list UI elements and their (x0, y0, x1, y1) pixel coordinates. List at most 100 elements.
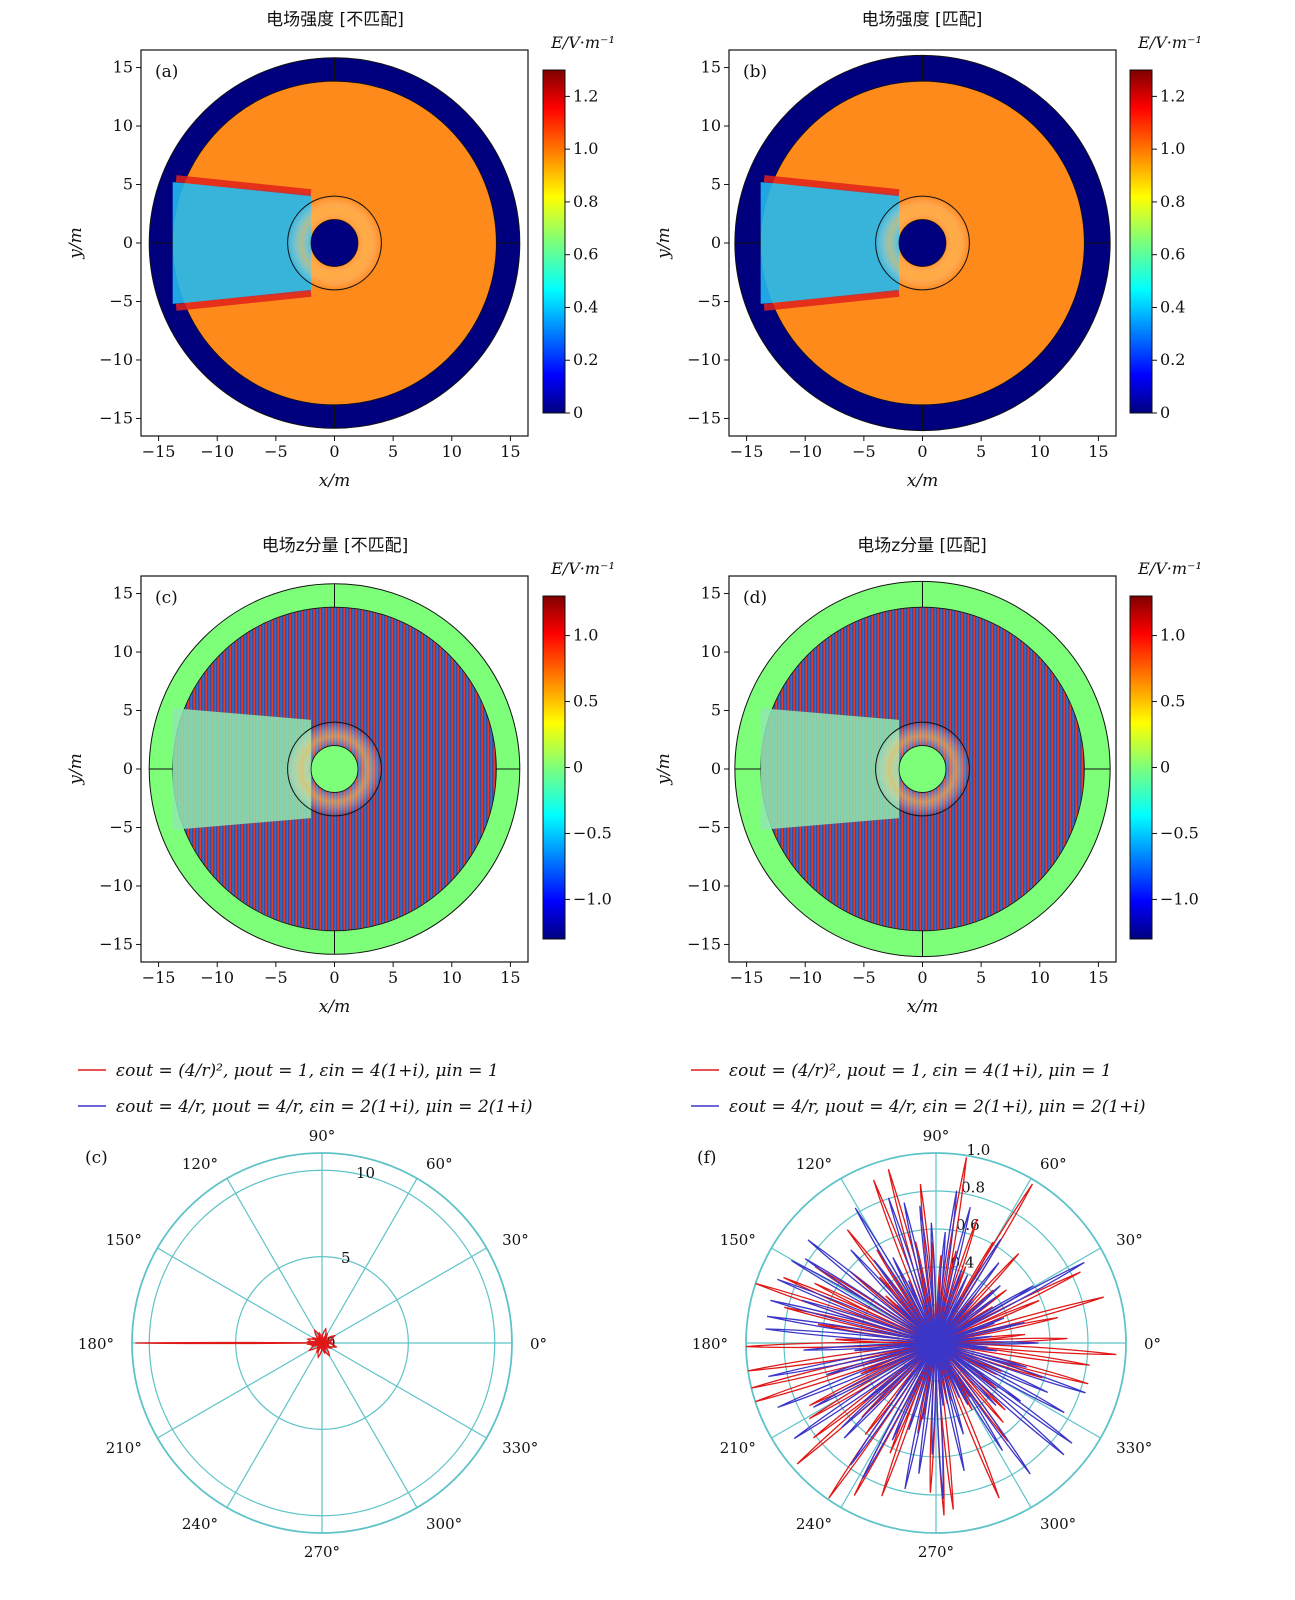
x-tick-label: 0 (917, 442, 927, 461)
lobe-red (935, 1271, 1081, 1344)
x-axis-label: x/m (907, 471, 938, 491)
lobe-blue (918, 1342, 937, 1474)
angle-label: 120° (182, 1155, 218, 1173)
lobe-red (876, 1249, 937, 1344)
lobe-blue (935, 1285, 1034, 1344)
lobe-blue (935, 1274, 969, 1344)
x-tick-label: −15 (730, 442, 764, 461)
lobe-blue (935, 1342, 1049, 1394)
panel-title: 电场z分量 [不匹配] (262, 536, 409, 556)
angle-label: 90° (309, 1127, 336, 1145)
lobe-blue (935, 1238, 1002, 1344)
y-tick-label: 10 (113, 642, 133, 661)
lobe-blue (765, 1328, 937, 1344)
lobe-red (809, 1342, 937, 1407)
x-tick-label: 15 (500, 968, 520, 987)
lobe-blue (777, 1342, 937, 1409)
colorbar-tick-label: 1.0 (573, 139, 598, 158)
colorbar-tick-label: 0 (573, 403, 583, 422)
x-tick-label: −10 (200, 442, 234, 461)
y-tick-label: 0 (123, 233, 133, 252)
x-tick-label: 5 (976, 442, 986, 461)
y-tick-label: −10 (99, 876, 133, 895)
angle-label: 210° (720, 1439, 756, 1457)
legend-entry: εout = (4/r)², μout = 1, εin = 4(1+i), μ… (729, 1061, 1112, 1081)
cloak-core (310, 219, 359, 267)
lobe-blue (935, 1342, 1065, 1414)
colorbar-tick-label: −0.5 (1160, 823, 1199, 842)
x-axis-label: x/m (319, 997, 350, 1017)
lobe-blue (935, 1342, 1022, 1402)
lobe-blue (854, 1342, 937, 1352)
x-tick-label: 5 (388, 442, 398, 461)
y-tick-label: 15 (701, 584, 721, 603)
lobe-blue (903, 1202, 937, 1344)
angle-label: 30° (502, 1231, 529, 1249)
colorbar-tick-label: 0.6 (1160, 245, 1185, 264)
lobe-blue (935, 1342, 1086, 1394)
angle-label: 120° (796, 1155, 832, 1173)
lobe-blue (807, 1239, 937, 1344)
lobe-blue (935, 1342, 1065, 1456)
angle-label: 150° (106, 1231, 142, 1249)
colorbar-tick-label: −0.5 (573, 823, 612, 842)
colorbar (542, 69, 566, 414)
angle-spoke (157, 1247, 323, 1344)
lobe-red (135, 1341, 323, 1345)
y-tick-label: 10 (701, 642, 721, 661)
colorbar-label: E/V·m⁻¹ (1137, 559, 1202, 578)
legend: εout = (4/r)², μout = 1, εin = 4(1+i), μ… (78, 1061, 1146, 1117)
x-tick-label: 10 (442, 968, 462, 987)
colorbar-tick-label: 0 (573, 758, 583, 777)
polar-plots: (c) 0° 30° 60° 90° 120° 150° 180° 210° 240° 270° 30… (78, 1127, 1161, 1561)
cloak-core (310, 745, 359, 793)
colorbar-tick-label: 0.4 (573, 297, 598, 316)
r-tick-label: 0.8 (961, 1178, 985, 1196)
angle-label: 180° (78, 1335, 114, 1353)
lobe-blue (770, 1299, 937, 1344)
panel-label: (b) (743, 62, 767, 82)
y-tick-label: −10 (687, 876, 721, 895)
colorbar-tick-label: 0 (1160, 758, 1170, 777)
lobe-blue (849, 1342, 937, 1466)
colorbar-tick-label: 0.5 (573, 692, 598, 711)
y-tick-label: 15 (113, 58, 133, 77)
y-tick-label: 5 (123, 175, 133, 194)
lobe-red (321, 1342, 333, 1349)
angle-label: 210° (106, 1439, 142, 1457)
caustic-lower (763, 289, 900, 311)
lobe-red (935, 1157, 968, 1344)
lobe-blue (891, 1342, 937, 1441)
lobe-blue (854, 1207, 937, 1344)
angle-spoke (157, 1342, 323, 1439)
lobe-blue (935, 1285, 1001, 1344)
y-tick-label: 10 (701, 116, 721, 135)
caustic-upper (175, 175, 312, 197)
shadow-region (760, 708, 900, 830)
y-axis-label: y/m (66, 753, 86, 785)
lobe-blue (935, 1342, 988, 1348)
lobe-blue (935, 1206, 971, 1344)
colorbar-tick-label: 1.0 (1160, 139, 1185, 158)
y-tick-label: −10 (687, 350, 721, 369)
panel-title: 电场强度 [不匹配] (266, 10, 404, 30)
lobe-blue (935, 1231, 946, 1344)
colorbar-tick-label: 0.8 (1160, 192, 1185, 211)
y-tick-label: 15 (113, 584, 133, 603)
lobe-red (935, 1342, 1117, 1356)
shadow-region (172, 708, 312, 830)
lobe-blue (826, 1342, 937, 1376)
panel-label: (c) (85, 1148, 108, 1168)
x-tick-label: 15 (1088, 968, 1108, 987)
x-axis-label: x/m (319, 471, 350, 491)
lobe-blue (908, 1342, 937, 1431)
angle-label: 240° (182, 1515, 218, 1533)
panel-label: (f) (697, 1148, 717, 1168)
lobe-blue (793, 1342, 937, 1440)
lobe-red (321, 1342, 338, 1348)
lobe-blue (813, 1342, 937, 1408)
caustic-upper (763, 175, 900, 197)
angle-spoke (321, 1247, 487, 1344)
map-panel-d: 电场z分量 [匹配] (d) −15 −10 −5 0 5 10 15 15 10 5 0 −5 −10 −1… (654, 536, 1202, 1017)
